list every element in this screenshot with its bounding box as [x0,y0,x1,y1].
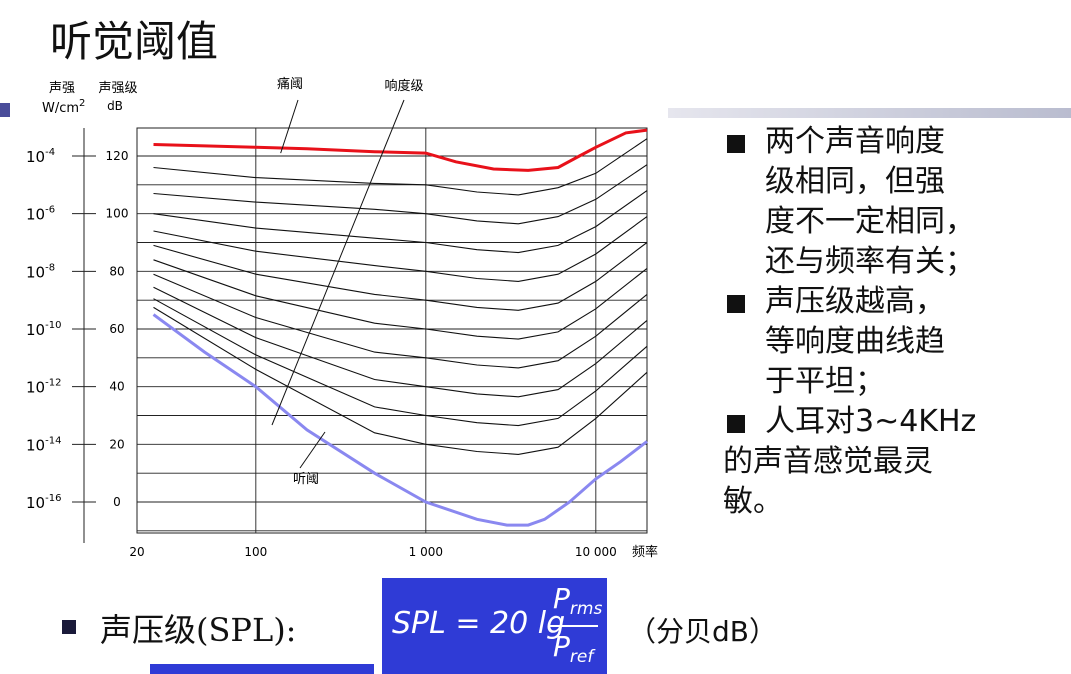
x-axis-label: 频率 [632,544,658,560]
bullet-line: 度不一定相同， [765,204,975,239]
y-tick-label-db: 80 [109,264,124,278]
y-tick-label-db: 20 [109,437,124,451]
bullet-marker [62,620,76,634]
y-right-unit: dB [107,99,123,113]
y-tick-label-intensity: 10-6 [26,205,55,224]
formula-lhs: SPL = 20 lg [392,606,566,641]
bullet-line: 两个声音响度 [723,122,1068,162]
loudness-contour [153,298,648,427]
y-tick-label-intensity: 10-14 [26,435,61,454]
loudness-contour [153,242,648,311]
bullet-line: 于平坦； [765,364,885,399]
loudness-contour [153,259,648,340]
hearing-threshold-line [152,313,648,527]
y-tick-label-db: 40 [109,380,124,394]
loudness-contour [153,164,648,225]
grid-vertical [255,128,597,533]
loudness-contour [153,190,648,254]
y-right-title: 声强级 [98,81,137,96]
bullet-line: 声压级越高， [723,282,1068,322]
loudness-contour [153,273,648,369]
bullet-list: 两个声音响度 级相同，但强 度不一定相同， 还与频率有关； 声压级越高， 等响度曲线趋 于平… [723,122,1068,522]
y-tick-label-db: 60 [109,322,124,336]
plot-frame [136,127,648,534]
bullet-line: 人耳对3~4KHz [723,402,1068,442]
x-tick-label: 20 [129,545,144,559]
y-tick-label-db: 100 [106,207,129,221]
leader-line [271,99,405,426]
loudness-contour [153,286,648,398]
hearing-threshold-label: 听阈 [293,472,319,487]
x-tick-label: 10 000 [575,545,617,559]
bullet-line: 等响度曲线趋 [765,324,945,359]
page-title: 听觉阈值 [50,17,219,66]
accent-bar-left [0,103,10,117]
y-ticks: 120 10-4 100 10-6 80 10-8 60 10-10 40 10-12 20 10-1… [26,147,128,512]
x-ticks: 20 100 1 000 10 000 [129,545,616,559]
accent-bar-right [668,108,1071,118]
leader-line [299,431,326,469]
pain-threshold-line [153,128,648,172]
y-tick-label-db: 120 [106,149,129,163]
loudness-contour [153,216,648,282]
bullet-marker [727,135,745,153]
formula-numerator: Prms [553,582,603,619]
unit-label: （分贝dB） [628,615,777,648]
bullet-marker [727,295,745,313]
fraction-bar [548,625,598,627]
loudness-chart: 120 10-4 100 10-6 80 10-8 60 10-10 40 10-12 20 10-1… [26,76,658,560]
y-tick-label-db: 0 [113,495,121,509]
y-left-title: 声强 [49,81,75,96]
formula-denominator: Pref [553,630,594,667]
loudness-contour [153,306,648,455]
loudness-level-label: 响度级 [384,78,423,94]
bullet-marker [727,415,745,433]
spl-formula: SPL = 20 lg Prms Pref [382,578,607,674]
y-tick-label-intensity: 10-10 [26,320,61,339]
leader-line [280,99,299,154]
x-tick-label: 1 000 [409,545,443,559]
y-tick-label-intensity: 10-16 [26,493,61,512]
loudness-contour [153,138,648,196]
y-tick-label-intensity: 10-12 [26,378,61,397]
y-tick-label-intensity: 10-4 [26,147,55,166]
bullet-line: 级相同，但强 [765,164,945,199]
y-left-unit: W/cm2 [42,98,85,116]
bullet-line: 还与频率有关； [765,244,975,279]
x-tick-label: 100 [244,545,267,559]
y-tick-label-intensity: 10-8 [26,262,55,281]
bullet-line: 敏。 [723,484,783,519]
pain-threshold-label: 痛阈 [277,76,303,92]
loudness-contours [153,138,648,455]
underline-bar [150,664,374,674]
bullet-line: 的声音感觉最灵 [723,444,933,479]
spl-label: 声压级(SPL): [100,611,297,649]
